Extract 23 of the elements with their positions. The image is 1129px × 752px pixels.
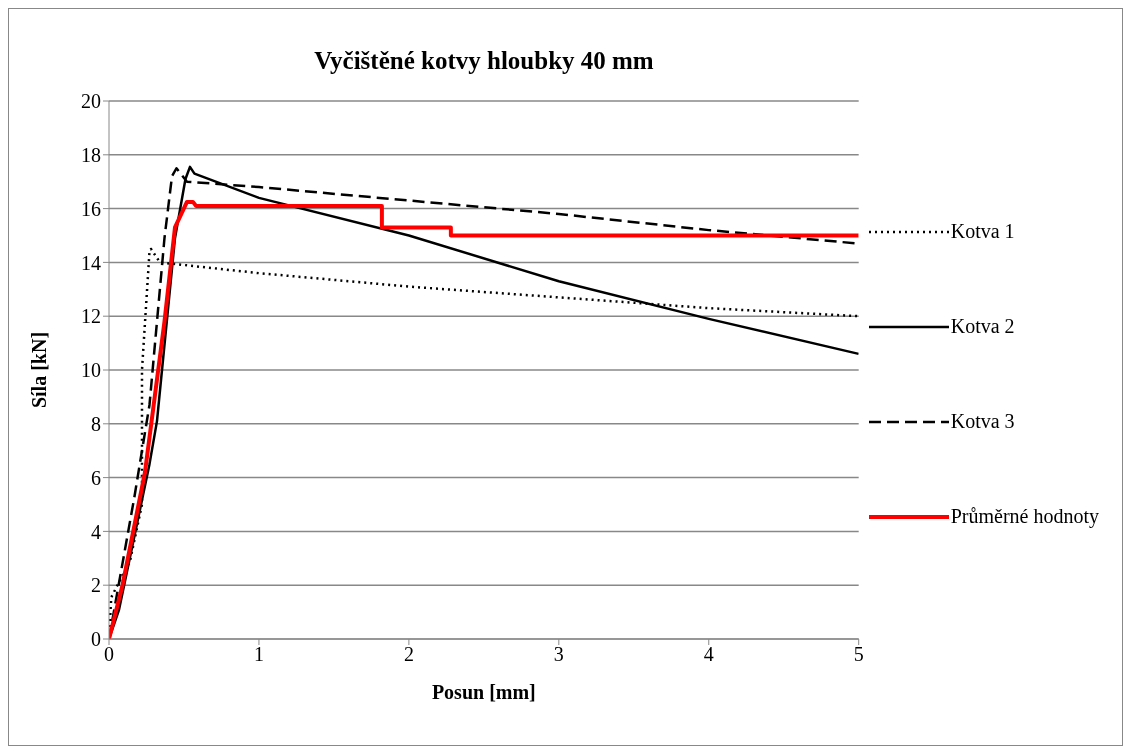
legend-label: Kotva 1 <box>950 220 1015 243</box>
legend-label: Kotva 2 <box>950 315 1015 338</box>
x-tick-label: 2 <box>403 643 414 666</box>
y-axis-title: Síla [kN] <box>28 331 51 409</box>
y-tick-label: 18 <box>81 143 101 166</box>
legend-label: Průměrné hodnoty <box>950 505 1099 528</box>
y-tick-label: 12 <box>81 305 101 328</box>
y-tick-label: 6 <box>91 466 101 489</box>
y-tick-label: 16 <box>81 197 101 220</box>
x-tick-label: 4 <box>703 643 714 666</box>
y-tick-label: 0 <box>91 628 101 651</box>
x-axis-title: Posun [mm] <box>431 681 536 703</box>
y-tick-label: 10 <box>81 359 101 382</box>
x-tick-label: 5 <box>853 643 864 666</box>
x-tick-label: 1 <box>253 643 264 666</box>
x-tick-label: 3 <box>553 643 564 666</box>
y-tick-label: 4 <box>91 520 101 543</box>
y-tick-label: 14 <box>81 251 101 274</box>
chart-title: Vyčištěné kotvy hloubky 40 mm <box>313 47 655 75</box>
y-tick-label: 20 <box>81 90 101 113</box>
y-tick-label: 8 <box>91 412 101 435</box>
y-tick-label: 2 <box>91 574 101 597</box>
legend-label: Kotva 3 <box>950 410 1015 433</box>
